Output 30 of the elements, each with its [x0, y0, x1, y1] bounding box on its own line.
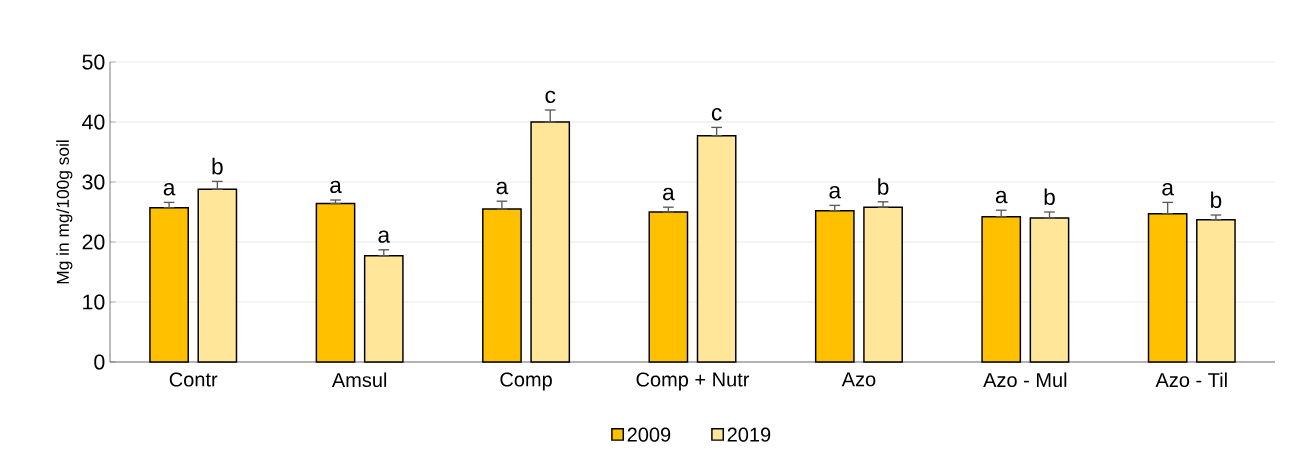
y-tick-label: 0 [94, 354, 105, 370]
data-label: a [378, 230, 391, 243]
x-tick-label: Azo - Til [1155, 372, 1227, 388]
y-tick-label: 40 [82, 114, 105, 130]
x-tick-label: Comp [500, 372, 552, 391]
data-label: a [1162, 183, 1174, 196]
x-tick-label: Comp + Nutr [636, 372, 750, 391]
data-label: a [995, 190, 1008, 204]
x-tick-label: Azo [841, 372, 876, 387]
data-label: a [663, 187, 675, 201]
data-label: a [829, 186, 842, 199]
x-tick-label: Azo - Mul [983, 372, 1067, 388]
x-tick-label: Contr [169, 372, 218, 387]
legend-label: 2009 [627, 427, 671, 442]
data-label: c [545, 90, 556, 104]
y-tick-label: 20 [82, 234, 105, 250]
data-label: a [163, 183, 176, 196]
y-tick-label: 50 [82, 54, 105, 70]
y-tick-label: 10 [83, 294, 105, 310]
data-label: b [1044, 188, 1055, 206]
legend-label: 2019 [727, 427, 771, 442]
data-label: a [496, 181, 509, 195]
data-label: b [878, 178, 889, 195]
x-tick-label: Amsul [331, 372, 387, 388]
data-label: c [711, 108, 722, 121]
y-axis-title: Mg in mg/100g soil [56, 140, 73, 284]
data-label: b [1211, 191, 1222, 209]
y-tick-label: 30 [82, 174, 105, 190]
data-label: a [330, 180, 342, 194]
data-label: b [212, 157, 223, 175]
